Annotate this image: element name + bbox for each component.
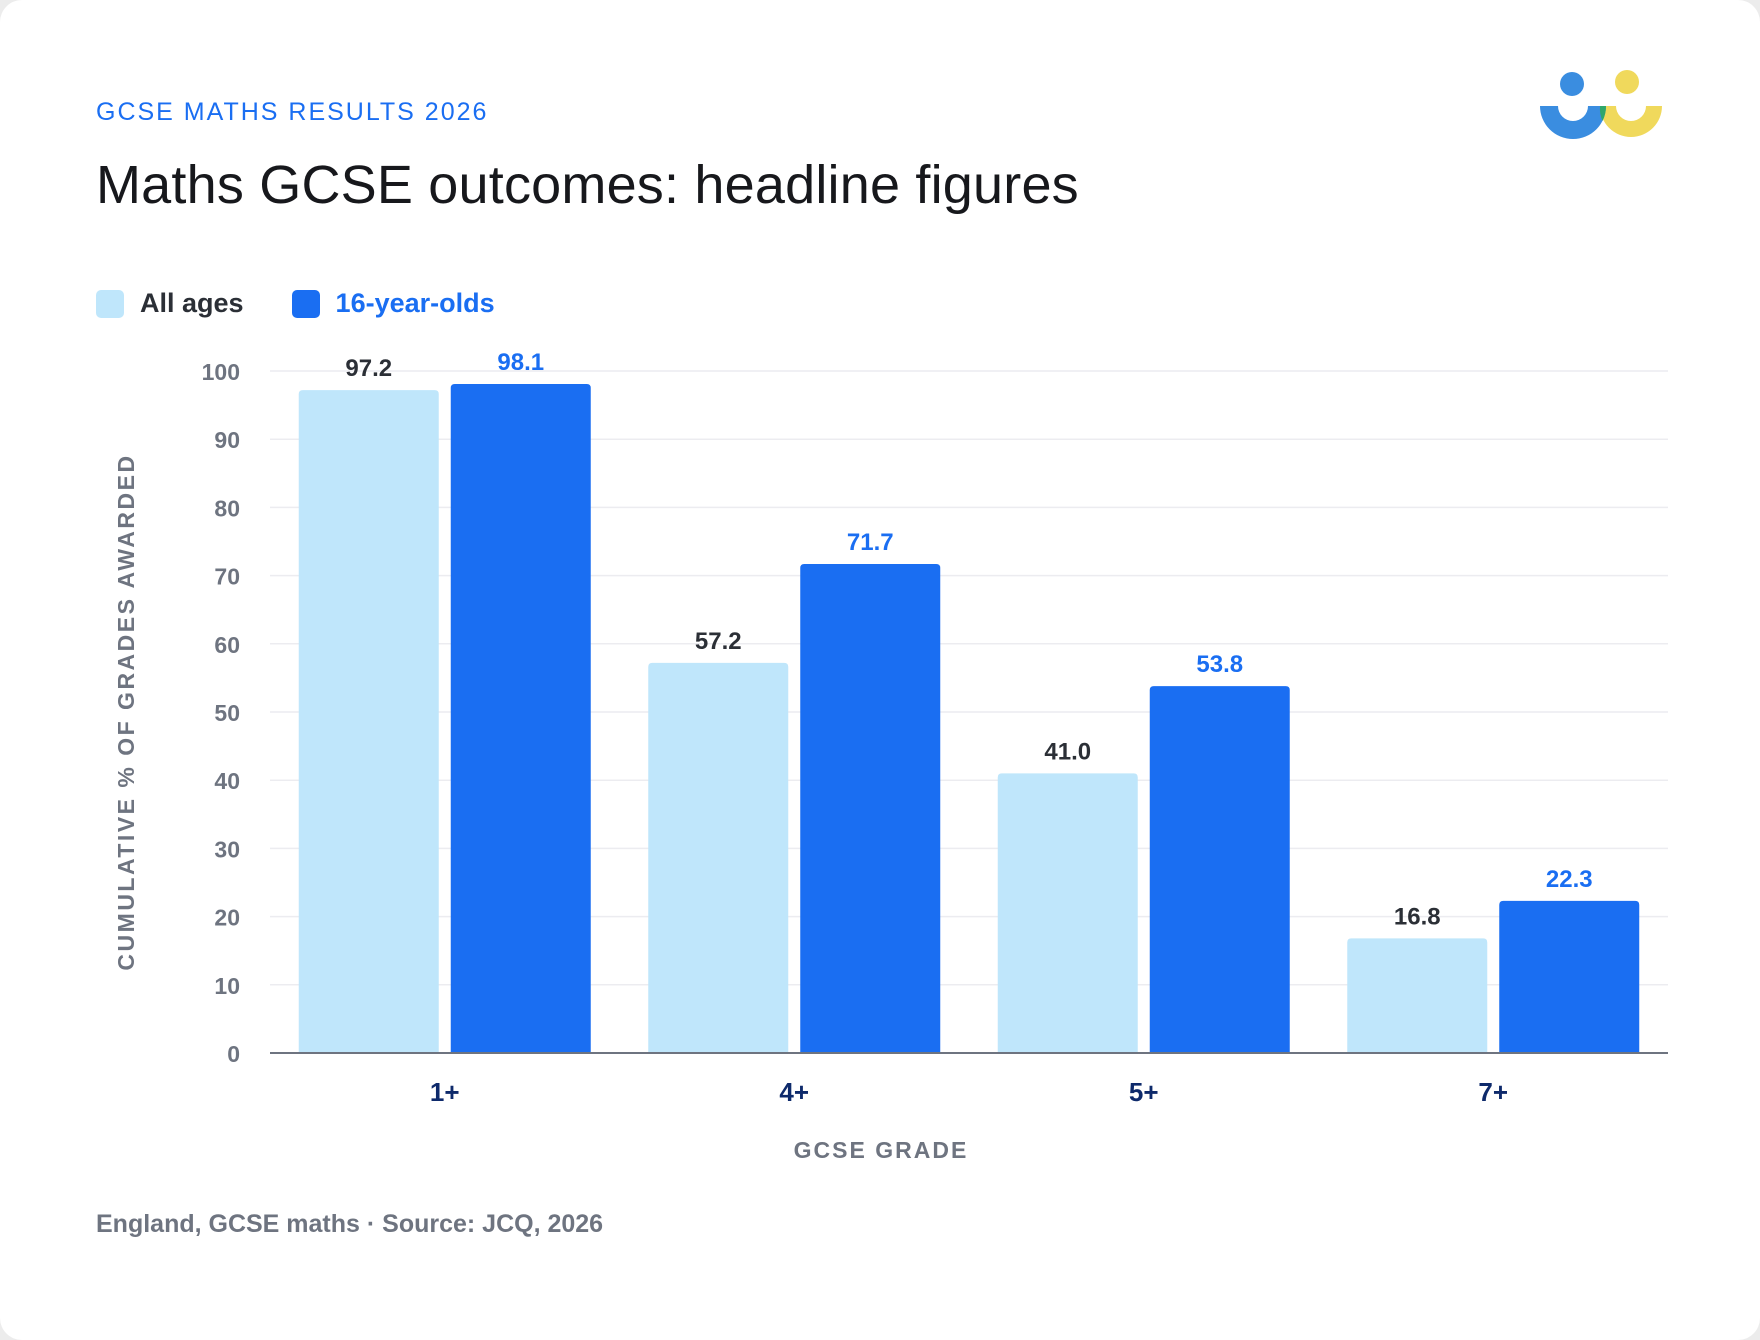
chart-legend: All ages 16-year-olds [96, 288, 525, 319]
bar-value-label: 16.8 [1394, 903, 1441, 930]
bar [800, 564, 941, 1053]
bar-value-label: 71.7 [847, 529, 894, 556]
x-tick-label: 4+ [779, 1077, 809, 1107]
y-tick-label: 80 [214, 495, 240, 521]
chart-kicker: GCSE MATHS RESULTS 2026 [96, 98, 489, 126]
x-tick-label: 5+ [1129, 1077, 1159, 1107]
y-tick-label: 10 [214, 973, 240, 999]
bar [1499, 900, 1640, 1053]
y-tick-label: 50 [214, 700, 240, 726]
y-tick-label: 90 [214, 427, 240, 453]
bar-value-label: 97.2 [345, 355, 392, 382]
x-tick-label: 7+ [1478, 1077, 1508, 1107]
bar-value-label: 22.3 [1546, 866, 1593, 893]
source-note: England, GCSE maths · Source: JCQ, 2026 [96, 1210, 604, 1238]
x-axis-title: GCSE GRADE [794, 1137, 969, 1163]
bar-value-label: 53.8 [1196, 651, 1243, 678]
people-logo-icon [1540, 70, 1662, 139]
y-tick-label: 40 [214, 768, 240, 794]
bar [1149, 686, 1290, 1053]
bar [648, 662, 789, 1053]
y-tick-label: 30 [214, 836, 240, 862]
y-tick-label: 100 [202, 359, 240, 385]
bar [298, 390, 439, 1053]
legend-label-16-year-olds: 16-year-olds [335, 288, 495, 318]
x-tick-label: 1+ [430, 1077, 460, 1107]
y-axis-title: CUMULATIVE % OF GRADES AWARDED [113, 453, 139, 970]
y-tick-label: 70 [214, 564, 240, 590]
y-tick-label: 0 [227, 1041, 240, 1067]
legend-swatch-all-ages [96, 289, 124, 318]
bar-value-label: 98.1 [497, 349, 544, 376]
legend-item-16-year-olds: 16-year-olds [291, 288, 495, 319]
legend-label-all-ages: All ages [140, 288, 244, 318]
chart-title: Maths GCSE outcomes: headline figures [96, 155, 1079, 215]
y-tick-label: 20 [214, 905, 240, 931]
bar-value-label: 57.2 [695, 628, 742, 655]
bar [1347, 938, 1488, 1053]
legend-swatch-16-year-olds [291, 289, 320, 318]
bar [997, 773, 1138, 1053]
legend-item-all-ages: All ages [96, 288, 244, 319]
bar-value-label: 41.0 [1044, 738, 1091, 765]
y-tick-label: 60 [214, 632, 240, 658]
bar [450, 383, 591, 1053]
